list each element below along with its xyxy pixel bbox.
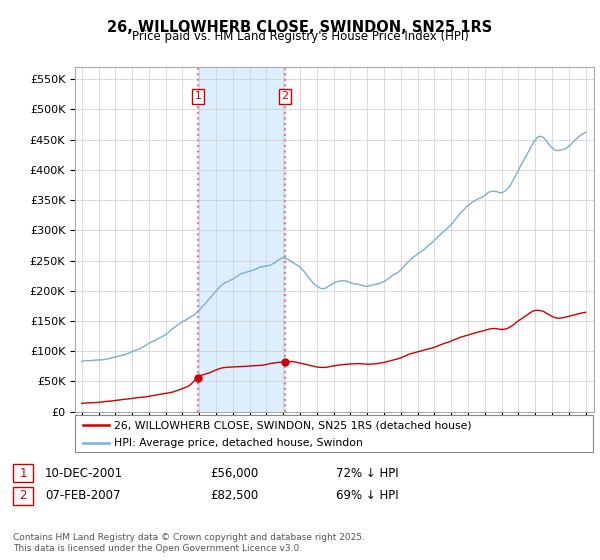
Text: Contains HM Land Registry data © Crown copyright and database right 2025.
This d: Contains HM Land Registry data © Crown c… — [13, 533, 365, 553]
Text: HPI: Average price, detached house, Swindon: HPI: Average price, detached house, Swin… — [114, 437, 363, 447]
Text: 2: 2 — [19, 489, 27, 502]
Text: 26, WILLOWHERB CLOSE, SWINDON, SN25 1RS (detached house): 26, WILLOWHERB CLOSE, SWINDON, SN25 1RS … — [114, 420, 472, 430]
Text: 1: 1 — [194, 91, 202, 101]
Text: £82,500: £82,500 — [210, 489, 258, 502]
Text: 69% ↓ HPI: 69% ↓ HPI — [336, 489, 398, 502]
Text: 26, WILLOWHERB CLOSE, SWINDON, SN25 1RS: 26, WILLOWHERB CLOSE, SWINDON, SN25 1RS — [107, 20, 493, 35]
Text: £56,000: £56,000 — [210, 466, 258, 480]
Bar — [198, 67, 285, 412]
Text: 10-DEC-2001: 10-DEC-2001 — [45, 466, 123, 480]
FancyBboxPatch shape — [75, 415, 593, 452]
Text: 72% ↓ HPI: 72% ↓ HPI — [336, 466, 398, 480]
Text: 07-FEB-2007: 07-FEB-2007 — [45, 489, 121, 502]
Text: 2: 2 — [281, 91, 289, 101]
Text: Price paid vs. HM Land Registry's House Price Index (HPI): Price paid vs. HM Land Registry's House … — [131, 30, 469, 43]
Text: 1: 1 — [19, 466, 27, 480]
